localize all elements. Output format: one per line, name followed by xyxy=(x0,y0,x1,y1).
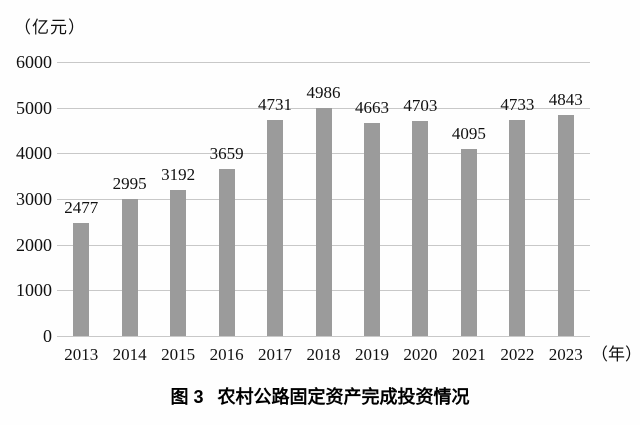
x-axis-unit-label: （年） xyxy=(591,345,640,364)
x-axis-tick-label: 2022 xyxy=(500,345,535,364)
bar xyxy=(509,119,526,336)
bar-value-label: 3659 xyxy=(209,143,244,163)
x-axis-tick-label: 2016 xyxy=(209,345,244,364)
bar xyxy=(73,222,90,336)
bar-value-label: 2995 xyxy=(112,174,147,194)
y-axis-tick-label: 0 xyxy=(43,326,52,346)
bar xyxy=(121,199,138,336)
bar-value-label: 4095 xyxy=(451,123,486,143)
y-axis-tick-label: 4000 xyxy=(16,143,52,164)
gridline xyxy=(57,107,590,109)
bar xyxy=(363,123,380,336)
x-axis-tick-label: 2015 xyxy=(161,345,196,364)
bar-value-label: 4731 xyxy=(258,94,293,114)
bar-value-label: 4663 xyxy=(354,98,389,118)
bar xyxy=(267,119,284,336)
bar-value-label: 4733 xyxy=(500,94,535,114)
y-axis-tick-label: 6000 xyxy=(16,52,52,72)
bar-value-label: 3192 xyxy=(161,165,196,185)
y-axis-tick-label: 2000 xyxy=(16,234,52,255)
figure-caption: 图 3 农村公路固定资产完成投资情况 xyxy=(0,383,640,409)
bar xyxy=(557,114,574,336)
y-axis-tick-label: 3000 xyxy=(16,189,52,209)
bar xyxy=(412,121,429,336)
y-axis-unit-label: （亿元） xyxy=(14,18,86,37)
bar xyxy=(170,190,187,336)
x-axis-tick-label: 2021 xyxy=(451,345,486,364)
bar-value-label: 4986 xyxy=(306,83,341,103)
bar-value-label: 4703 xyxy=(403,96,438,116)
bar xyxy=(315,108,332,336)
x-axis-tick-label: 2023 xyxy=(548,345,583,364)
x-axis-tick-label: 2014 xyxy=(112,345,147,364)
bar-value-label: 2477 xyxy=(64,197,99,217)
bar-value-label: 4843 xyxy=(548,89,583,109)
gridline xyxy=(57,62,590,63)
figure-title: 农村公路固定资产完成投资情况 xyxy=(217,387,470,407)
x-axis-tick-label: 2019 xyxy=(354,345,389,364)
x-axis-tick-label: 2018 xyxy=(306,345,341,364)
y-axis-tick-label: 1000 xyxy=(16,280,52,301)
x-axis-tick-label: 2017 xyxy=(258,345,293,364)
x-axis-tick-label: 2020 xyxy=(403,345,438,364)
figure-number: 图 3 xyxy=(170,387,204,407)
gridline xyxy=(57,336,590,337)
bar xyxy=(218,168,235,336)
x-axis-tick-label: 2013 xyxy=(64,345,99,364)
y-axis-tick-label: 5000 xyxy=(16,97,52,118)
bar xyxy=(460,148,477,336)
